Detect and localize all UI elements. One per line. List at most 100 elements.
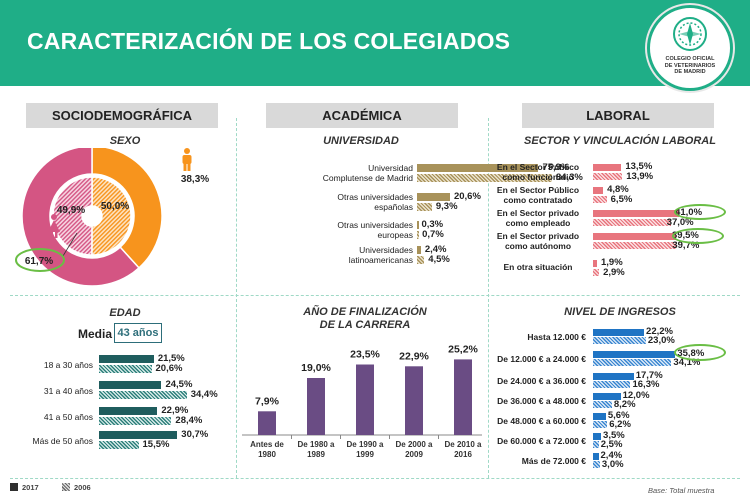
page-title: CARACTERIZACIÓN DE LOS COLEGIADOS <box>27 28 511 54</box>
edad-value-2017: 30,7% <box>181 429 209 440</box>
sector-bar-2017 <box>593 210 680 217</box>
sector-value-2017: 13,5% <box>625 161 653 172</box>
anio-category-label: De 2010 a <box>445 440 482 449</box>
anio-bar <box>307 378 325 435</box>
universidad-bar-2017 <box>417 193 450 201</box>
legend-2006-swatch <box>62 483 70 491</box>
ingresos-bar-2006 <box>593 441 599 448</box>
sector-laboral-chart: En el Sector Público como funcionario 13,… <box>490 150 750 280</box>
sector-bar-2017 <box>593 233 676 240</box>
edad-category-label: Más de 50 años <box>32 436 93 446</box>
edad-category-label: 31 a 40 años <box>43 386 93 396</box>
section-laboral: LABORAL <box>522 103 714 128</box>
anio-category-label: 1989 <box>307 450 325 459</box>
ingresos-value-2017: 5,6% <box>607 410 630 421</box>
universidad-value-2017: 0,3% <box>421 219 444 230</box>
sector-highlight-empleado <box>674 204 726 220</box>
ingresos-value-2017: 2,4% <box>600 450 623 461</box>
subtitle-universidad: UNIVERSIDAD <box>323 135 399 147</box>
sector-category-label: En el Sector privado como autónomo <box>496 231 580 251</box>
ingresos-category-label: Más de 72.000 € <box>521 456 586 466</box>
anio-bar <box>356 364 374 435</box>
sector-bar-2017 <box>593 187 604 194</box>
ingresos-bar-2017 <box>593 453 599 460</box>
edad-value-2017: 21,5% <box>157 353 185 364</box>
legend-2006-label: 2006 <box>74 483 91 492</box>
edad-bar-2017 <box>99 355 154 363</box>
ingresos-highlight <box>674 344 726 361</box>
sector-value-2006: 37,0% <box>666 217 694 228</box>
anio-category-label: De 2000 a <box>396 440 433 449</box>
ingresos-bar-2017 <box>593 393 621 400</box>
universidad-chart: Universidad Complutense de Madrid 75,9% 84… <box>240 150 583 270</box>
ingresos-bar-2017 <box>593 329 645 336</box>
logo-emblem-icon <box>673 17 707 51</box>
sector-value-2006: 13,9% <box>626 171 654 182</box>
anio-bar <box>258 411 276 435</box>
edad-bar-2006 <box>99 365 152 373</box>
divider-bottom <box>10 478 740 479</box>
anio-value-label: 22,9% <box>399 350 429 362</box>
ingresos-bar-2006 <box>593 401 612 408</box>
edad-value-2006: 34,4% <box>190 389 218 400</box>
sector-category-label: En el Sector privado como empleado <box>496 208 580 228</box>
section-academica: ACADÉMICA <box>266 103 458 128</box>
edad-category-label: 41 a 50 años <box>43 412 93 422</box>
header-banner: CARACTERIZACIÓN DE LOS COLEGIADOS <box>0 0 750 86</box>
universidad-value-2006: 84,3% <box>555 172 583 183</box>
ingresos-bar-2006 <box>593 381 631 388</box>
edad-value-2017: 22,9% <box>161 405 189 416</box>
ingresos-category-label: Hasta 12.000 € <box>527 332 586 342</box>
footnote: Base: Total muestra <box>648 486 715 495</box>
section-sociodemografica: SOCIODEMOGRÁFICA <box>26 103 218 128</box>
subtitle-edad: EDAD <box>109 307 141 319</box>
ingresos-bar-2017 <box>593 351 676 358</box>
edad-bar-2017 <box>99 381 162 389</box>
universidad-category-label: Universidad Complutense de Madrid <box>322 163 413 183</box>
anio-category-label: Antes de <box>250 440 284 449</box>
universidad-bar-2017 <box>417 246 421 254</box>
media-value: 43 años <box>114 323 162 343</box>
ingresos-bar-2017 <box>593 373 634 380</box>
anio-value-label: 23,5% <box>350 349 380 361</box>
sexo-slice-female-2006 <box>52 176 93 256</box>
anio-category-label: 1980 <box>258 450 276 459</box>
ingresos-bar-2006 <box>593 359 672 366</box>
legend-2017-label: 2017 <box>22 483 39 492</box>
ingresos-value-2006: 3,0% <box>601 459 624 470</box>
ingresos-category-label: De 24.000 € a 36.000 € <box>497 376 586 386</box>
ingresos-value-2017: 3,5% <box>603 430 625 441</box>
sexo-highlight-circle <box>15 248 65 272</box>
ingresos-value-2017: 22,2% <box>646 326 673 337</box>
sector-bar-2006 <box>593 219 671 226</box>
ingresos-value-2006: 6,2% <box>609 419 631 430</box>
sexo-label-male-2017: 38,3% <box>181 174 209 185</box>
sexo-label-female-2017: 61,7% <box>25 256 53 267</box>
edad-value-2017: 24,5% <box>165 379 193 390</box>
anio-category-label: 1999 <box>356 450 374 459</box>
divider-left <box>236 118 237 478</box>
edad-value-2006: 20,6% <box>155 363 183 374</box>
sector-bar-2006 <box>593 196 607 203</box>
ingresos-bar-2006 <box>593 421 608 428</box>
sexo-donut-chart: 50,0% 49,9% 38,3% 61,7% <box>15 148 209 287</box>
universidad-category-label: Otras universidades españolas <box>337 192 413 212</box>
edad-value-2006: 28,4% <box>175 415 203 426</box>
edad-bar-2017 <box>99 431 178 439</box>
ingresos-bar-2006 <box>593 461 600 468</box>
ingresos-value-2006: 8,2% <box>613 399 636 410</box>
ingresos-bar-2006 <box>593 337 646 344</box>
anio-category-label: De 1990 a <box>347 440 384 449</box>
sector-category-label: En el Sector Público como contratado <box>496 185 580 205</box>
subtitle-anio-line2: DE LA CARRERA <box>319 319 411 331</box>
edad-bar-2006 <box>99 417 172 425</box>
sector-value-2006: 6,5% <box>610 194 633 205</box>
sector-bar-2017 <box>593 260 597 267</box>
sector-highlight-autonomo <box>672 228 724 244</box>
anio-bar <box>454 359 472 435</box>
universidad-category-label: Universidades latinoamericanas <box>348 245 413 265</box>
sector-bar-2017 <box>593 164 622 171</box>
sector-bar-2006 <box>593 173 623 180</box>
ingresos-category-label: De 12.000 € a 24.000 € <box>497 354 586 364</box>
subtitle-sector: SECTOR Y VINCULACIÓN LABORAL <box>524 135 716 147</box>
